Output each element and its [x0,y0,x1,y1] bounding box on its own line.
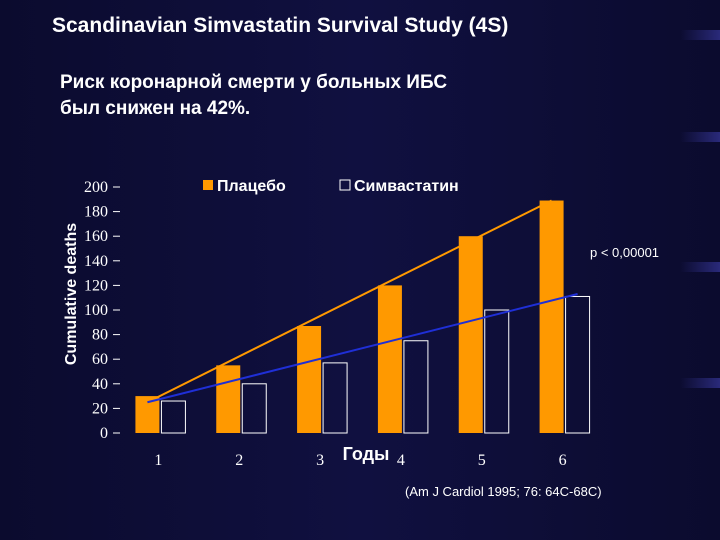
trend-line-placebo [146,199,553,404]
legend-swatch-simvastatin [339,179,351,191]
y-tick-label: 20 [92,400,108,417]
y-tick-label: 40 [92,376,108,393]
x-tick-label: 3 [316,452,324,469]
legend: Плацебо Симвастатин [203,178,459,195]
subtitle-line-1: Риск коронарной смерти у больных ИБС [60,72,448,93]
y-axis: 0 20 40 60 80 100 120 140 160 180 200 [84,179,120,442]
y-tick-label: 140 [84,253,108,270]
y-tick-label: 180 [84,204,108,221]
bar-simvastatin [241,383,267,434]
decorative-stripe [680,30,720,40]
y-tick-label: 120 [84,277,108,294]
trend-lines-group [146,199,578,404]
legend-swatch-placebo [203,180,213,190]
y-tick-label: 200 [84,179,108,196]
y-tick-label: 0 [100,425,108,442]
slide-title: Scandinavian Simvastatin Survival Study … [52,14,509,37]
decorative-stripe [680,132,720,142]
bar-simvastatin [565,295,591,434]
subtitle-line-2: был снижен на 42%. [60,98,251,119]
decorative-stripe [680,262,720,272]
legend-label-placebo: Плацебо [217,178,286,195]
x-tick-label: 4 [397,452,405,469]
bar-simvastatin [484,309,510,434]
bar-simvastatin [322,362,348,434]
x-tick-label: 6 [559,452,567,469]
citation: (Am J Cardiol 1995; 76: 64C-68C) [405,484,602,499]
x-tick-label: 5 [478,452,486,469]
bar-placebo [377,285,402,433]
y-tick-label: 160 [84,228,108,245]
y-axis-label: Cumulative deaths [63,223,80,365]
bars-group [135,200,591,434]
p-value-annotation: p < 0,00001 [590,245,659,260]
decorative-stripe [680,378,720,388]
bar-placebo [216,365,241,433]
x-tick-label: 1 [154,452,162,469]
bar-simvastatin [403,340,429,434]
bar-placebo [458,236,483,433]
legend-label-simvastatin: Симвастатин [354,178,459,195]
bar-simvastatin [160,400,186,434]
bar-placebo [297,325,322,433]
x-axis: 1 2 3 4 5 6 [154,452,566,469]
slide-subtitle: Риск коронарной смерти у больных ИБС был… [60,70,660,122]
x-axis-label: Годы [343,444,390,464]
y-tick-label: 100 [84,302,108,319]
trend-line-simvastatin [147,293,578,404]
y-tick-label: 80 [92,327,108,344]
y-tick-label: 60 [92,351,108,368]
bar-placebo [539,200,564,433]
x-tick-label: 2 [235,452,243,469]
